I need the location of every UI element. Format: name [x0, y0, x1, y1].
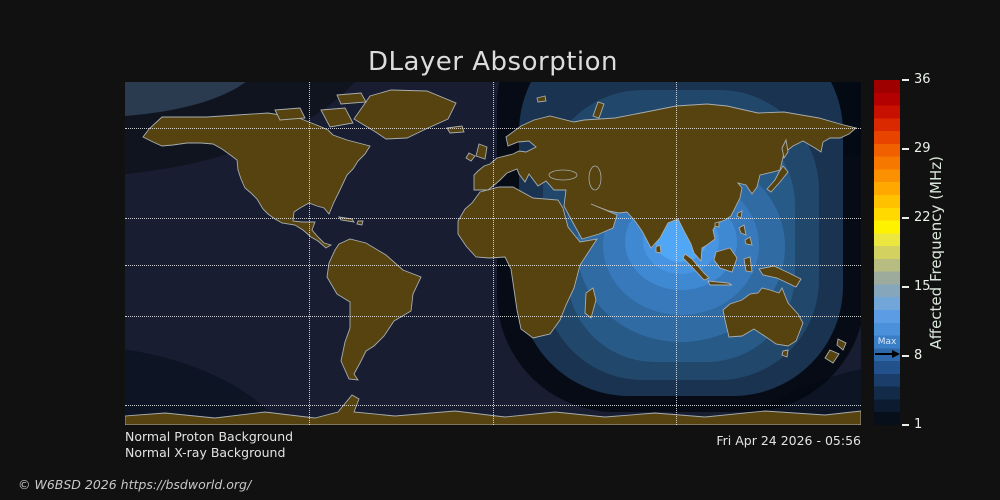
page-title: DLayer Absorption [367, 47, 618, 77]
timestamp: Fri Apr 24 2026 - 05:56 [716, 433, 861, 448]
proton-background-status: Normal Proton Background [125, 429, 294, 444]
world-map [125, 82, 861, 425]
colorbar-axis-label: Affected Frequency (MHz) [927, 155, 945, 350]
max-arrow [875, 353, 892, 355]
tick-mark [902, 424, 909, 426]
colorbar-tick-15: 15 [902, 280, 931, 294]
colorbar [874, 80, 900, 425]
caspian-sea [588, 165, 602, 191]
xray-background-status: Normal X-ray Background [125, 445, 286, 460]
black-sea [548, 169, 578, 181]
tick-mark [902, 286, 909, 288]
tick-label: 36 [914, 72, 931, 87]
gridline-meridian-90e [676, 82, 677, 425]
max-frequency-label: Max [877, 337, 897, 347]
colorbar-tick-29: 29 [902, 142, 931, 156]
max-arrow-head-icon [892, 350, 900, 358]
tick-label: 29 [914, 141, 931, 156]
tick-label: 22 [914, 210, 931, 225]
tick-mark [902, 355, 909, 357]
tick-label: 1 [914, 417, 923, 432]
gridline-meridian-0 [493, 82, 494, 425]
colorbar-tick-8: 8 [902, 349, 922, 363]
tick-mark [902, 148, 909, 150]
gridline-meridian-90w [309, 82, 310, 425]
colorbar-tick-36: 36 [902, 73, 931, 87]
inland-seas-layer [548, 165, 602, 191]
colorbar-tick-22: 22 [902, 211, 931, 225]
copyright-notice: © W6BSD 2026 https://bsdworld.org/ [18, 477, 252, 492]
tick-label: 15 [914, 279, 931, 294]
tick-mark [902, 79, 909, 81]
map-layers [125, 82, 861, 425]
colorbar-tick-1: 1 [902, 418, 922, 432]
tick-mark [902, 217, 909, 219]
tick-label: 8 [914, 348, 923, 363]
